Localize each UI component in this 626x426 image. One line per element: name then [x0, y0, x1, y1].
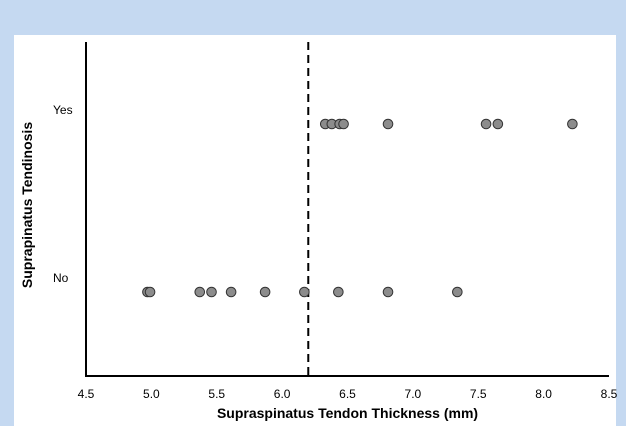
data-point-yes — [382, 118, 394, 130]
x-tick-label: 6.0 — [274, 387, 291, 401]
data-points — [142, 118, 578, 298]
x-tick-label: 4.5 — [78, 387, 95, 401]
data-point-yes — [567, 118, 578, 130]
x-ticks: 4.5 5.0 5.5 6.0 6.5 7.0 7.5 8.0 8.5 — [78, 387, 618, 401]
x-tick-label: 7.5 — [470, 387, 487, 401]
data-point-yes — [492, 118, 504, 130]
data-point-no — [194, 286, 206, 298]
x-tick-label: 6.5 — [339, 387, 356, 401]
x-tick-label: 8.0 — [535, 387, 552, 401]
y-tick-label-yes: Yes — [53, 103, 73, 117]
axes — [85, 42, 609, 377]
x-axis-title: Supraspinatus Tendon Thickness (mm) — [217, 405, 478, 421]
x-tick-label: 8.5 — [601, 387, 618, 401]
data-point-no — [382, 286, 394, 298]
y-ticks: No Yes — [53, 103, 73, 285]
data-point-no — [333, 286, 344, 298]
data-point-no — [452, 286, 463, 298]
x-tick-label: 7.0 — [405, 387, 422, 401]
data-point-no — [225, 286, 237, 298]
data-point-no — [259, 286, 271, 298]
plot-panel — [14, 35, 616, 426]
data-point-no — [299, 286, 310, 298]
y-axis-title: Suprapinatus Tendinosis — [19, 122, 35, 288]
x-tick-label: 5.5 — [208, 387, 225, 401]
data-point-no — [206, 286, 217, 298]
data-point-yes — [480, 118, 492, 130]
x-tick-label: 5.0 — [143, 387, 160, 401]
y-tick-label-no: No — [53, 271, 69, 285]
data-point-no — [144, 286, 156, 298]
data-point-yes — [338, 118, 349, 130]
